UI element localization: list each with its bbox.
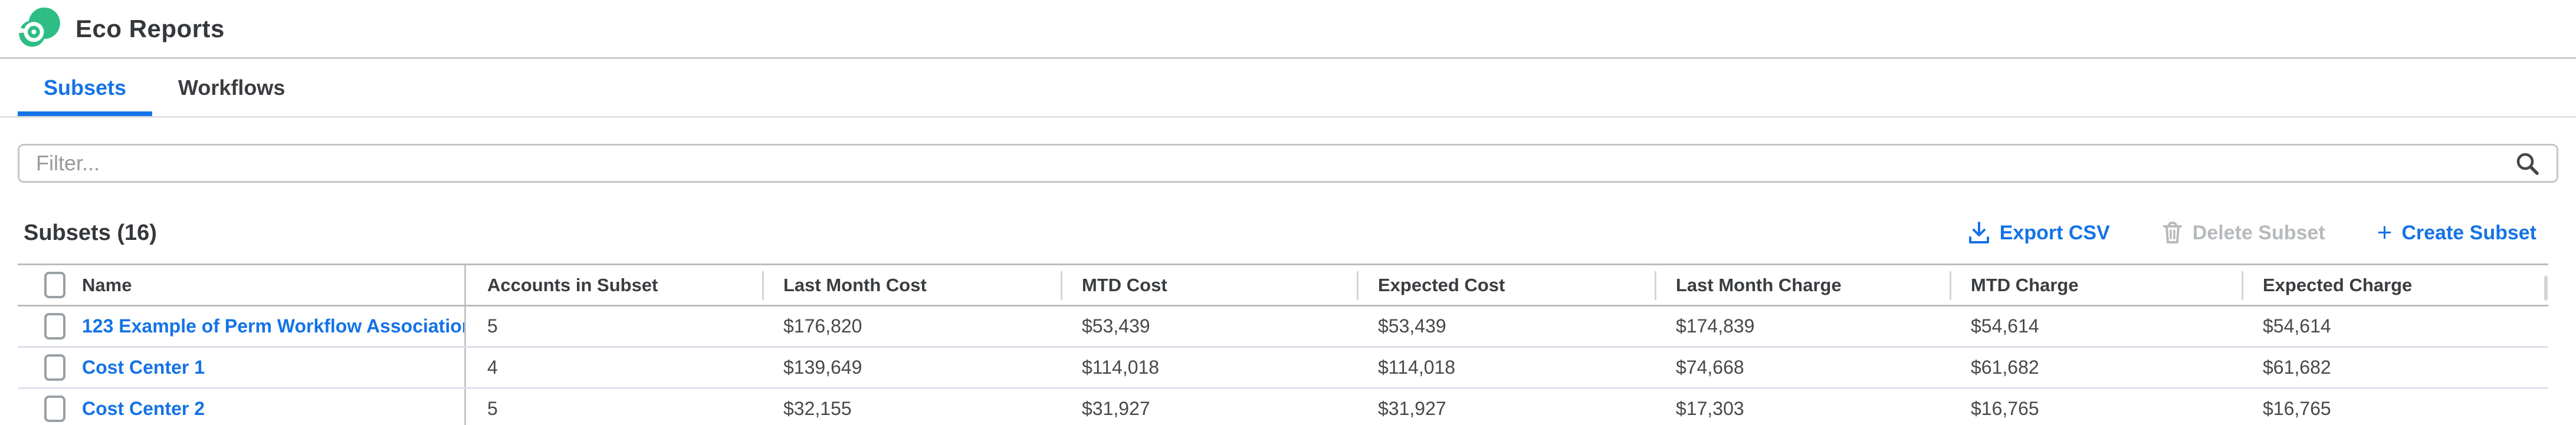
- export-csv-label: Export CSV: [1999, 221, 2110, 244]
- cell-mtd-charge: $54,614: [1971, 315, 2039, 337]
- search-icon: [2516, 153, 2539, 175]
- cell-last-month-charge: $17,303: [1676, 398, 1744, 419]
- tab-subsets[interactable]: Subsets: [18, 59, 153, 116]
- cell-accounts: 5: [487, 315, 498, 337]
- row-checkbox[interactable]: [44, 354, 65, 381]
- tab-subsets-label: Subsets: [44, 75, 127, 100]
- select-all-checkbox[interactable]: [44, 272, 65, 298]
- subset-link[interactable]: Cost Center 2: [82, 398, 205, 419]
- action-buttons: Export CSV Delete Subset + Create Subset: [1968, 218, 2536, 247]
- cell-expected-charge: $61,682: [2263, 357, 2331, 378]
- cell-last-month-charge: $74,668: [1676, 357, 1744, 378]
- filter-input[interactable]: [18, 144, 2558, 183]
- cell-expected-charge: $16,765: [2263, 398, 2331, 419]
- row-checkbox[interactable]: [44, 396, 65, 422]
- cell-expected-charge: $54,614: [2263, 315, 2331, 337]
- table-row: 123 Example of Perm Workflow Association…: [18, 307, 2548, 348]
- table-row: Cost Center 1 4 $139,649 $114,018 $114,0…: [18, 348, 2548, 389]
- cell-last-month-cost: $139,649: [783, 357, 862, 378]
- cell-last-month-cost: $32,155: [783, 398, 852, 419]
- column-header-last-month-charge: Last Month Charge: [1655, 265, 1950, 305]
- subset-link[interactable]: 123 Example of Perm Workflow Association: [82, 315, 466, 337]
- tab-workflows-label: Workflows: [178, 75, 286, 100]
- cell-mtd-cost: $31,927: [1082, 398, 1150, 419]
- export-csv-button[interactable]: Export CSV: [1968, 221, 2110, 245]
- tab-workflows[interactable]: Workflows: [152, 59, 311, 116]
- column-header-expected-cost: Expected Cost: [1357, 265, 1655, 305]
- cell-expected-cost: $53,439: [1378, 315, 1446, 337]
- eco-logo-icon: [18, 7, 60, 47]
- table-row: Cost Center 2 5 $32,155 $31,927 $31,927 …: [18, 389, 2548, 425]
- table-scrollbar-thumb[interactable]: [2544, 276, 2548, 301]
- download-icon: [1968, 222, 1989, 243]
- create-subset-label: Create Subset: [2401, 221, 2536, 244]
- cell-name: Cost Center 2: [18, 389, 466, 425]
- cell-name: 123 Example of Perm Workflow Association: [18, 307, 466, 346]
- tabbar: Subsets Workflows: [0, 59, 2576, 118]
- column-header-name: Name: [18, 265, 466, 305]
- row-checkbox[interactable]: [44, 313, 65, 340]
- cell-accounts: 4: [487, 357, 498, 378]
- cell-accounts: 5: [487, 398, 498, 419]
- cell-name: Cost Center 1: [18, 348, 466, 387]
- cell-expected-cost: $114,018: [1378, 357, 1456, 378]
- table-header-row: Name Accounts in Subset Last Month Cost …: [18, 265, 2548, 307]
- cell-last-month-cost: $176,820: [783, 315, 862, 337]
- delete-subset-label: Delete Subset: [2192, 221, 2325, 244]
- filter-bar: [18, 144, 2558, 183]
- trash-icon: [2162, 221, 2182, 243]
- cell-mtd-charge: $61,682: [1971, 357, 2039, 378]
- column-header-last-month-cost: Last Month Cost: [762, 265, 1061, 305]
- plus-icon: +: [2377, 218, 2393, 247]
- delete-subset-button[interactable]: Delete Subset: [2162, 221, 2325, 245]
- cell-mtd-cost: $114,018: [1082, 357, 1160, 378]
- subsets-count-heading: Subsets (16): [24, 220, 157, 245]
- subset-link[interactable]: Cost Center 1: [82, 357, 205, 378]
- app-header: Eco Reports: [0, 0, 2576, 59]
- cell-mtd-cost: $53,439: [1082, 315, 1150, 337]
- cell-last-month-charge: $174,839: [1676, 315, 1755, 337]
- column-header-accounts: Accounts in Subset: [487, 274, 658, 295]
- column-header-mtd-cost: MTD Cost: [1061, 265, 1357, 305]
- subsets-table: Name Accounts in Subset Last Month Cost …: [18, 263, 2548, 425]
- column-header-mtd-charge: MTD Charge: [1950, 265, 2242, 305]
- page-title: Eco Reports: [76, 14, 225, 42]
- section-row: Subsets (16) Export CSV Delete Subset + …: [24, 212, 2536, 253]
- cell-mtd-charge: $16,765: [1971, 398, 2039, 419]
- create-subset-button[interactable]: + Create Subset: [2377, 218, 2536, 247]
- cell-expected-cost: $31,927: [1378, 398, 1446, 419]
- column-header-expected-charge: Expected Charge: [2242, 265, 2548, 305]
